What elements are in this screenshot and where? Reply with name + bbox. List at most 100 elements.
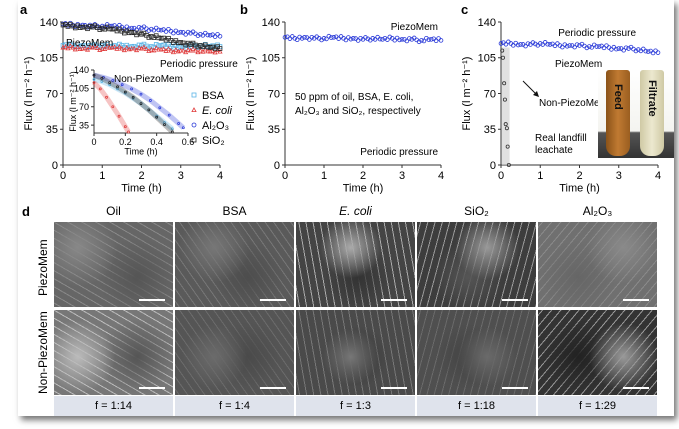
data-point [111,105,115,109]
data-point [198,31,203,37]
y-tick-label: 140 [262,17,280,29]
data-point [421,38,427,44]
data-point [309,34,315,40]
legend-marker-2 [191,122,197,128]
data-point [380,37,385,42]
data-point [170,49,176,55]
data-point [85,26,90,32]
data-point [158,36,164,41]
annotation-leachate-2: leachate [535,145,573,156]
data-point [589,45,595,50]
data-point [123,90,127,94]
data-point [139,25,144,31]
data-point [621,47,626,53]
y-tick-label: 0 [274,160,280,172]
data-point [87,43,93,48]
data-point [343,37,349,43]
data-point [155,115,159,119]
data-point [217,46,223,51]
data-point [60,22,66,28]
data-point [424,35,429,41]
scale-bar [623,387,649,389]
data-point [136,25,142,30]
y-tick-label: 70 [79,102,89,112]
data-point [119,45,125,51]
data-point [572,44,577,50]
x-tick-label: 3 [399,170,405,182]
data-point [102,46,108,52]
y-tick-label: 35 [46,124,58,136]
data-point [107,26,112,32]
y-tick-label: 140 [478,17,496,29]
data-point [530,40,536,45]
x-tick-label: 0.6 [182,137,195,147]
data-point [428,37,434,42]
data-point [139,102,143,105]
data-point [577,43,582,48]
data-point [131,96,135,100]
series-ecoli [60,43,223,55]
data-point [151,47,157,53]
data-point [545,41,550,47]
ratio-al2o3: f = 1:29 [538,396,657,416]
data-point [160,46,167,51]
data-point [299,36,305,41]
x-tick-label: 0 [60,170,66,182]
data-point [623,45,629,51]
data-point [127,130,130,134]
data-point [100,77,104,80]
sem-image-piezomem-al2o3 [538,222,657,307]
legend-label: Al₂O₃ [202,120,229,132]
sem-image-non-piezomem-oil [54,310,173,395]
data-point [177,122,181,125]
data-point [175,30,181,36]
x-tick-label: 1 [99,170,105,182]
y-axis-label: Flux (l m⁻² h⁻¹) [68,71,78,132]
row-label-piezomem: PiezoMem [36,239,50,296]
annotation-conditions-2: Al₂O₃ and SiO₂, respectively [295,106,421,117]
data-point [114,46,120,51]
arrow-head [533,91,539,97]
scale-bar [139,299,165,301]
data-point [77,25,83,30]
data-point [302,35,307,40]
annotation-leachate-1: Real landfill [535,133,587,144]
data-point [515,42,521,48]
inset-title: Non-PiezoMem [114,74,183,85]
x-axis-label: Time (h) [124,147,157,157]
sem-image-piezomem-bsa [175,222,294,307]
data-point [107,23,112,29]
data-point [158,27,164,33]
data-point [123,125,127,129]
data-point [175,40,181,46]
leachate-photo: Feed Filtrate [598,68,674,158]
data-point [407,36,412,41]
data-point [329,35,334,40]
data-point [155,114,159,118]
data-point [547,42,553,47]
data-point [92,43,98,49]
data-point [643,48,649,54]
data-point [80,24,85,30]
data-point [185,40,191,46]
data-point [123,91,127,95]
data-point [170,127,174,131]
data-point [185,29,191,35]
x-tick-label: 0 [498,170,504,182]
data-point [156,35,161,41]
data-point [404,38,410,44]
data-point [438,38,444,43]
y-tick-label: 140 [40,17,58,29]
data-point [294,37,300,43]
data-point [99,45,105,51]
sem-image-piezomem-oil [54,222,173,307]
data-point [503,122,508,127]
data-point [633,48,639,54]
data-point [180,47,186,53]
data-point [358,35,363,41]
col-header-al2o3: Al₂O₃ [582,204,613,218]
data-point [564,44,570,49]
y-tick-label: 35 [484,124,496,136]
sem-image-piezomem-ecoli [296,222,415,307]
series-sio [60,21,223,52]
